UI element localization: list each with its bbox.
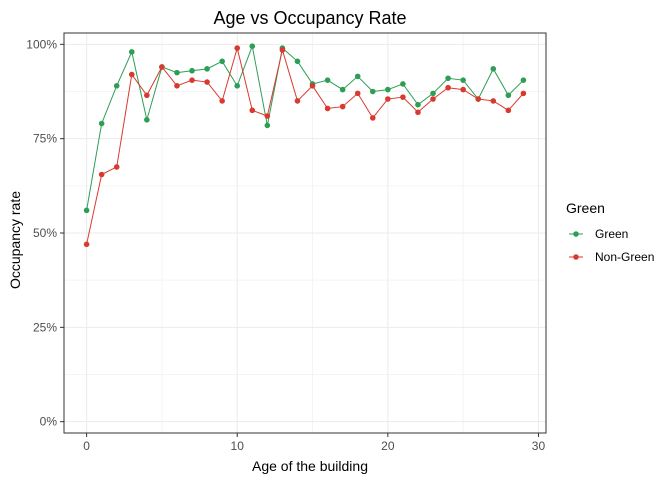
y-tick-label: 75%: [33, 132, 57, 146]
x-tick-label: 30: [532, 439, 546, 453]
data-point-green: [294, 58, 301, 65]
y-axis-title: Occupancy rate: [7, 191, 23, 289]
data-point-non-green: [83, 241, 90, 248]
data-point-green: [83, 207, 90, 214]
data-point-non-green: [98, 171, 105, 178]
x-tick-label: 0: [83, 439, 90, 453]
legend-title: Green: [566, 200, 605, 216]
data-point-non-green: [294, 98, 301, 104]
data-point-green: [520, 77, 527, 83]
data-point-green: [385, 86, 391, 93]
data-point-green: [174, 69, 180, 76]
data-point-green: [324, 77, 331, 83]
data-point-non-green: [460, 86, 466, 93]
data-point-green: [430, 90, 436, 97]
data-point-non-green: [128, 71, 135, 78]
legend: Green Green Non-Green: [566, 200, 654, 264]
data-point-non-green: [415, 109, 421, 116]
y-tick-label: 50%: [33, 226, 57, 240]
data-point-green: [400, 81, 406, 87]
data-point-non-green: [234, 45, 241, 51]
data-point-non-green: [339, 103, 346, 110]
data-point-green: [144, 116, 150, 123]
data-point-green: [354, 73, 361, 80]
data-point-non-green: [144, 92, 150, 99]
y-tick-label: 100%: [26, 37, 57, 51]
legend-label: Non-Green: [595, 250, 654, 264]
data-point-green: [415, 101, 421, 108]
data-point-green: [204, 66, 210, 72]
data-point-non-green: [490, 98, 497, 104]
data-point-non-green: [369, 115, 376, 121]
data-point-green: [369, 88, 376, 95]
data-point-green: [339, 86, 346, 93]
legend-key-point: [573, 231, 579, 237]
data-point-non-green: [204, 79, 210, 85]
x-axis-ticks: 0 10 20 30: [83, 433, 545, 453]
data-point-non-green: [279, 47, 286, 53]
data-point-green: [460, 77, 466, 83]
data-point-green: [219, 58, 225, 65]
data-point-green: [189, 67, 195, 74]
data-point-non-green: [324, 105, 331, 112]
x-tick-label: 10: [231, 439, 245, 453]
data-point-green: [128, 49, 135, 55]
data-point-non-green: [385, 96, 391, 102]
data-point-green: [249, 43, 256, 50]
data-point-non-green: [445, 84, 451, 91]
data-point-non-green: [264, 113, 271, 119]
data-point-non-green: [113, 164, 120, 170]
data-point-non-green: [219, 98, 225, 104]
data-point-green: [490, 66, 497, 72]
data-point-green: [505, 92, 512, 99]
legend-label: Green: [595, 227, 628, 241]
data-point-green: [113, 83, 120, 89]
data-point-green: [264, 122, 271, 129]
data-point-non-green: [505, 107, 512, 114]
legend-item-green: Green: [569, 227, 628, 241]
y-tick-label: 25%: [33, 320, 57, 334]
major-gridlines: [64, 33, 546, 433]
x-tick-label: 20: [381, 439, 395, 453]
y-tick-label: 0%: [40, 415, 58, 429]
data-point-non-green: [400, 94, 406, 100]
data-point-non-green: [249, 107, 256, 114]
data-point-non-green: [430, 96, 436, 102]
data-point-green: [98, 120, 105, 127]
legend-key-point: [573, 254, 579, 260]
x-axis-title: Age of the building: [252, 458, 368, 474]
series-non-green: [83, 45, 527, 248]
data-point-green: [445, 75, 451, 82]
chart-title: Age vs Occupancy Rate: [213, 8, 406, 28]
data-point-non-green: [174, 83, 180, 89]
y-axis-ticks: 0% 25% 50% 75% 100%: [26, 37, 64, 429]
data-point-non-green: [354, 90, 361, 97]
data-point-non-green: [189, 77, 195, 83]
series-layer: [83, 43, 527, 248]
data-point-non-green: [475, 96, 482, 102]
legend-item-non-green: Non-Green: [569, 250, 654, 264]
data-point-non-green: [520, 90, 527, 97]
data-point-green: [234, 83, 241, 89]
data-point-non-green: [159, 64, 165, 70]
data-point-non-green: [309, 83, 316, 89]
